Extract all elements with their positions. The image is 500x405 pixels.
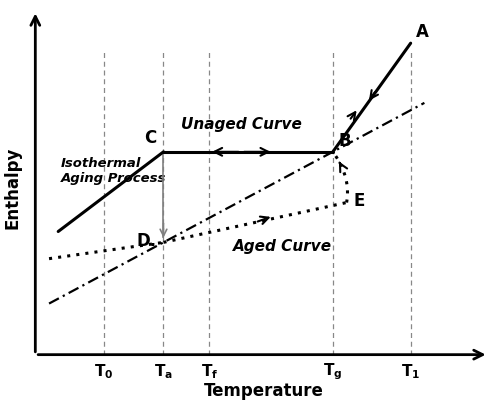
Text: Isothermal
Aging Process: Isothermal Aging Process bbox=[60, 157, 166, 185]
Text: A: A bbox=[416, 23, 429, 41]
Text: Temperature: Temperature bbox=[204, 382, 324, 400]
Text: B: B bbox=[338, 132, 351, 150]
Text: D.: D. bbox=[136, 232, 156, 249]
Text: E: E bbox=[354, 192, 365, 210]
Text: $\mathbf{T_1}$: $\mathbf{T_1}$ bbox=[401, 362, 420, 381]
Text: $\mathbf{T_a}$: $\mathbf{T_a}$ bbox=[154, 362, 173, 381]
Text: C: C bbox=[144, 130, 156, 147]
Text: Enthalpy: Enthalpy bbox=[4, 147, 22, 229]
Text: Aged Curve: Aged Curve bbox=[233, 239, 332, 254]
Text: $\mathbf{T_0}$: $\mathbf{T_0}$ bbox=[94, 362, 114, 381]
Text: $\mathbf{T_g}$: $\mathbf{T_g}$ bbox=[323, 362, 342, 382]
Text: $\mathbf{T_f}$: $\mathbf{T_f}$ bbox=[200, 362, 218, 381]
Text: Unaged Curve: Unaged Curve bbox=[181, 117, 302, 132]
